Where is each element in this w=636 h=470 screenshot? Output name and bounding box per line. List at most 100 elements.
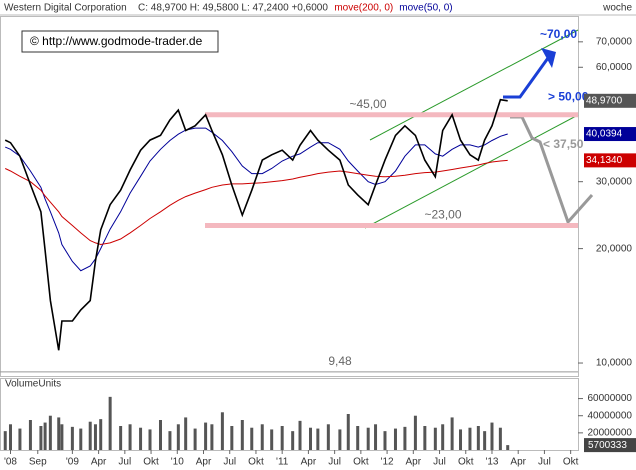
volume-bar <box>204 422 208 450</box>
volume-bar <box>250 427 254 450</box>
x-tick-label: Apr <box>301 457 317 468</box>
channel-lower <box>364 114 579 229</box>
x-tick-label: Apr <box>406 457 422 468</box>
volume-bar <box>240 420 244 450</box>
x-tick-label: Jul <box>538 457 551 468</box>
volume-last-box <box>584 438 636 453</box>
x-tick-label: '12 <box>381 457 394 468</box>
title: Western Digital Corporation <box>4 3 127 14</box>
last-value-box <box>584 127 636 142</box>
last-value-box <box>584 153 636 168</box>
moving-average <box>5 127 508 272</box>
legend-label: move(50, 0) <box>399 3 452 14</box>
target-label: ~70,00 <box>540 27 577 41</box>
target-label: > 50,00 <box>548 90 589 104</box>
volume-bar <box>60 424 64 450</box>
x-tick-label: Okt <box>563 457 579 468</box>
volume-bar <box>298 420 302 450</box>
volume-bar <box>168 431 172 450</box>
volume-bar <box>119 426 123 450</box>
x-tick-label: '10 <box>171 457 184 468</box>
volume-last-label: 5700333 <box>588 440 627 451</box>
volume-bar <box>316 428 320 450</box>
volume-bar <box>158 420 162 450</box>
volume-bar <box>468 427 472 450</box>
volume-bar <box>230 426 234 450</box>
volume-bar <box>374 424 378 450</box>
volume-bar <box>193 428 197 450</box>
volume-bar <box>383 431 387 450</box>
volume-bar <box>88 421 92 450</box>
x-tick-label: Okt <box>248 457 264 468</box>
volume-bar <box>28 420 32 450</box>
volume-bar <box>57 417 61 450</box>
volume-bar <box>423 426 427 450</box>
up-arrow <box>503 57 550 99</box>
x-tick-label: '09 <box>66 457 79 468</box>
header-stats: C: 48,9700 H: 49,5800 L: 47,2400 +0,6000 <box>138 3 328 14</box>
volume-bar <box>43 422 47 450</box>
channel-upper <box>369 29 579 141</box>
volume-bar <box>8 424 12 450</box>
volume-bar <box>260 424 264 450</box>
y-tick-label: 10,0000 <box>596 358 633 369</box>
volume-bar <box>403 426 407 450</box>
x-tick-label: Apr <box>196 457 212 468</box>
x-tick-label: '08 <box>4 457 17 468</box>
volume-bar <box>176 424 180 450</box>
volume-bar <box>490 422 494 450</box>
volume-bar <box>459 429 463 450</box>
volume-bar <box>441 424 445 450</box>
volume-bar <box>338 429 342 450</box>
x-tick-label: Apr <box>91 457 107 468</box>
x-tick-label: Jul <box>118 457 131 468</box>
volume-bar <box>139 427 143 450</box>
volume-bar <box>93 424 97 450</box>
last-value-label: 34,1340 <box>586 155 623 166</box>
volume-bar <box>326 424 330 450</box>
volume-bar <box>393 428 397 450</box>
volume-bar <box>498 427 502 450</box>
volume-bar <box>99 419 103 450</box>
volume-y-tick-label: 60000000 <box>588 393 633 404</box>
volume-bar <box>220 412 224 450</box>
x-tick-label: Apr <box>510 457 526 468</box>
last-value-box <box>584 93 636 108</box>
volume-bar <box>483 431 487 450</box>
volume-bar <box>506 445 510 450</box>
x-tick-label: '13 <box>485 457 498 468</box>
up-arrow-head <box>541 48 556 68</box>
legend-label: move(200, 0) <box>334 3 393 14</box>
volume-bar <box>356 426 360 450</box>
source-box <box>21 30 219 53</box>
target-label: < 37,50 <box>543 137 584 151</box>
x-tick-label: Jul <box>223 457 236 468</box>
volume-bar <box>413 415 417 450</box>
volume-y-tick-label: 20000000 <box>588 427 633 438</box>
volume-bar <box>366 427 370 450</box>
volume-bar <box>291 431 295 450</box>
volume-bar <box>184 417 188 450</box>
price-line <box>4 98 508 351</box>
volume-bar <box>309 427 313 450</box>
x-tick-label: Jul <box>328 457 341 468</box>
level-label: ~23,00 <box>424 208 461 222</box>
volume-bar <box>476 426 480 450</box>
volume-bar <box>450 417 454 450</box>
x-tick-label: '11 <box>276 457 289 468</box>
level-label: 9,48 <box>328 354 352 368</box>
volume-title: VolumeUnits <box>5 379 61 390</box>
volume-bar <box>39 426 43 450</box>
volume-bar <box>280 426 284 450</box>
volume-bar <box>210 424 214 450</box>
y-tick-label: 20,0000 <box>596 243 633 254</box>
y-tick-label: 70,0000 <box>596 36 633 47</box>
x-tick-label: Sep <box>29 457 47 468</box>
level-label: ~45,00 <box>349 97 386 111</box>
volume-bar <box>346 414 350 450</box>
volume-bar <box>70 426 74 450</box>
last-value-label: 48,9700 <box>586 95 623 106</box>
volume-frame <box>0 378 579 451</box>
